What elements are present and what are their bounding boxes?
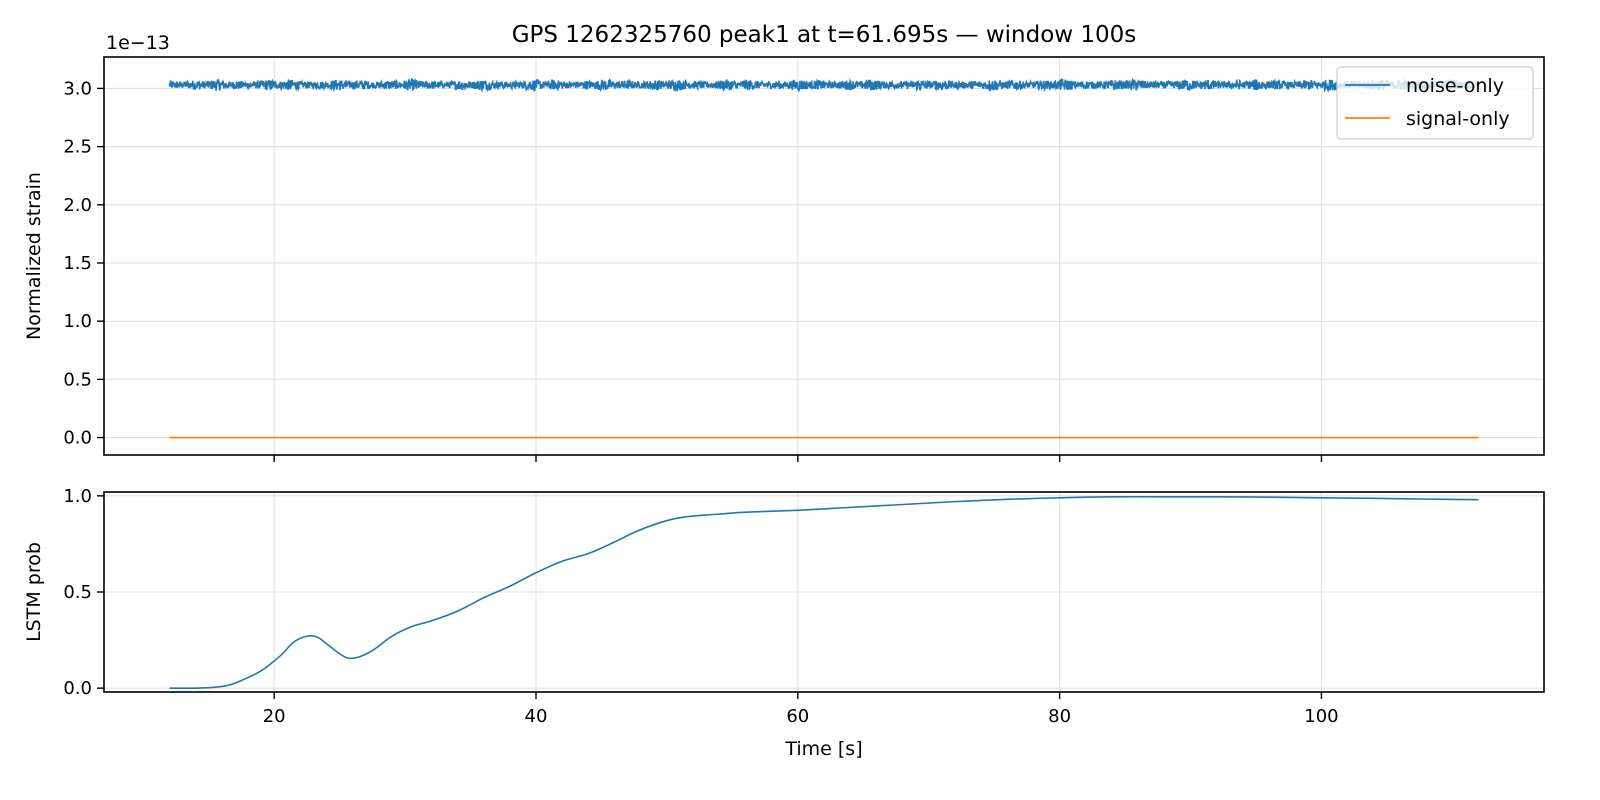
top-grid	[104, 57, 1544, 455]
top-y-tick-label: 1.0	[63, 311, 92, 332]
x-tick-label: 40	[525, 706, 548, 727]
legend-label-signal-only: signal-only	[1406, 108, 1510, 130]
strain-panel: GPS 1262325760 peak1 at t=61.695s — wind…	[23, 22, 1545, 462]
bottom-y-tick-label: 0.5	[63, 582, 92, 603]
x-tick-label: 80	[1048, 706, 1071, 727]
lstm-probability-line	[169, 495, 1479, 690]
top-ticks: 0.0 0.5 1.0 1.5 2.0 2.5 3.0	[63, 78, 1323, 462]
top-y-tick-label: 0.5	[63, 369, 92, 390]
y-offset-label: 1e−13	[106, 32, 170, 54]
bottom-ticks: 20 40 60 80 100 0.0 0.5 1.0	[63, 486, 1338, 727]
top-series	[168, 77, 1480, 439]
top-y-tick-label: 1.5	[63, 253, 92, 274]
bottom-series	[169, 495, 1479, 690]
lstm-panel: 20 40 60 80 100 0.0 0.5 1.0 LSTM prob Time [s]	[23, 486, 1545, 760]
x-axis-label: Time [s]	[784, 738, 862, 760]
legend-label-noise-only: noise-only	[1406, 75, 1504, 97]
x-tick-label: 20	[263, 706, 286, 727]
top-y-axis-label: Normalized strain	[23, 172, 45, 340]
series-noise-only-line	[168, 77, 1480, 94]
bottom-y-axis-label: LSTM prob	[23, 542, 45, 642]
bottom-grid	[104, 492, 1544, 692]
x-tick-label: 100	[1304, 706, 1338, 727]
top-axes-frame	[103, 56, 1545, 456]
bottom-y-tick-label: 0.0	[63, 678, 92, 699]
bottom-y-tick-label: 1.0	[63, 486, 92, 507]
top-y-tick-label: 3.0	[63, 78, 92, 99]
top-y-tick-label: 2.5	[63, 137, 92, 158]
top-y-tick-label: 0.0	[63, 428, 92, 449]
legend: noise-only signal-only	[1336, 66, 1534, 140]
top-y-tick-label: 2.0	[63, 195, 92, 216]
x-tick-label: 60	[786, 706, 809, 727]
chart-title: GPS 1262325760 peak1 at t=61.695s — wind…	[512, 22, 1137, 48]
